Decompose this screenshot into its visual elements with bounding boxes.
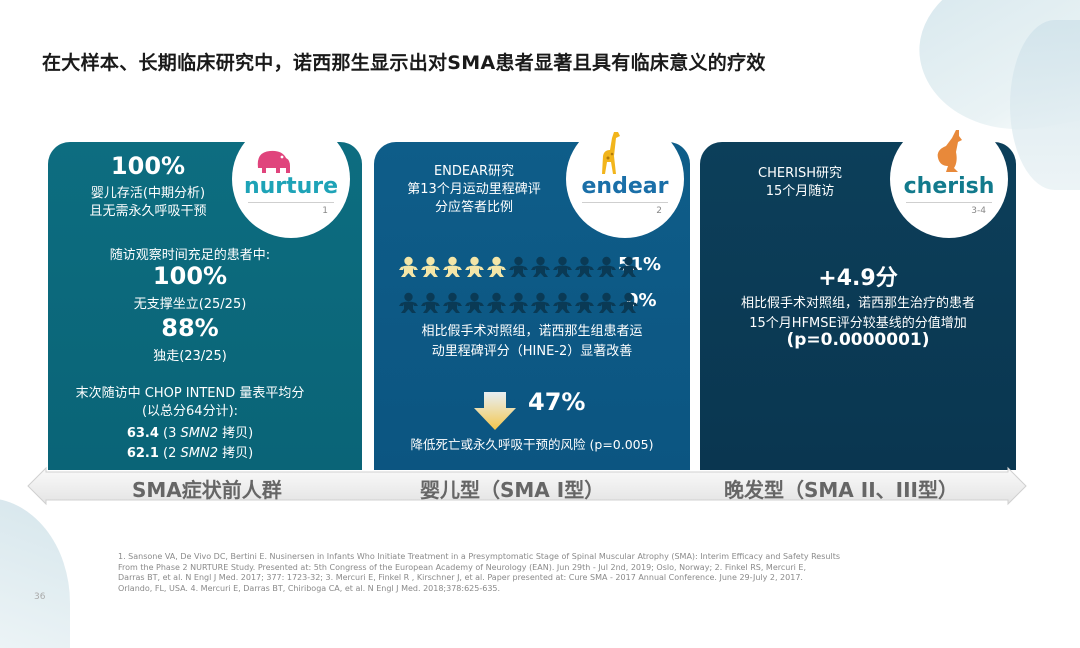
baby-icon bbox=[575, 256, 594, 277]
cherish-ref: 3-4 bbox=[971, 206, 986, 216]
baby-icon bbox=[509, 292, 528, 313]
baby-icon bbox=[399, 292, 418, 313]
walking-value: 88% bbox=[161, 314, 219, 342]
logo-underline bbox=[582, 202, 668, 203]
slide-title: 在大样本、长期临床研究中，诺西那生显示出对SMA患者显著且具有临床意义的疗效 bbox=[42, 52, 766, 74]
cherish-pvalue: (p=0.0000001) bbox=[786, 330, 930, 350]
cherish-logo-text: cherish bbox=[903, 174, 995, 199]
chop-score-3copy: 63.4 (3 SMN2 拷贝) bbox=[48, 422, 332, 441]
cherish-desc-2: 15个月HFMSE评分较基线的分值增加 bbox=[749, 316, 967, 331]
giraffe-icon bbox=[602, 132, 620, 174]
baby-icon bbox=[465, 256, 484, 277]
baby-row-sham bbox=[398, 292, 639, 314]
cherish-logo: cherish 3-4 bbox=[890, 120, 1008, 238]
baby-icon bbox=[597, 292, 616, 313]
endear-desc-1: 相比假手术对照组，诺西那生组患者运 bbox=[421, 324, 643, 339]
population-arrow bbox=[27, 466, 1027, 506]
reference-line: Darras BT, et al. N Engl J Med. 2017; 37… bbox=[118, 573, 803, 582]
baby-icon bbox=[553, 292, 572, 313]
chop-score-3copy-pre: (3 bbox=[158, 426, 181, 441]
kangaroo-icon bbox=[937, 130, 962, 172]
page-number: 36 bbox=[34, 592, 46, 602]
reference-line: 1. Sansone VA, De Vivo DC, Bertini E. Nu… bbox=[118, 552, 840, 561]
endear-ref: 2 bbox=[656, 206, 662, 216]
chop-label-2: (以总分64分计): bbox=[141, 404, 239, 419]
survival-value: 100% bbox=[110, 152, 186, 180]
chop-score-3copy-post: 拷贝) bbox=[217, 426, 254, 441]
baby-icon bbox=[487, 256, 506, 277]
chop-score-2copy-gene: SMN2 bbox=[180, 446, 218, 461]
endear-desc-2: 动里程碑评分（HINE-2）显著改善 bbox=[431, 344, 633, 359]
decor-shape-bottom-left bbox=[0, 498, 70, 648]
nurture-logo: nurture 1 bbox=[232, 120, 350, 238]
baby-row-treated bbox=[398, 256, 639, 278]
baby-icon bbox=[531, 292, 550, 313]
cherish-head-2: 15个月随访 bbox=[765, 184, 835, 199]
label-presymptomatic: SMA症状前人群 bbox=[132, 478, 282, 502]
endear-logo: endear 2 bbox=[566, 120, 684, 238]
elephant-icon bbox=[257, 150, 290, 173]
milestone-pct-sham: 0% bbox=[626, 290, 657, 311]
baby-icon bbox=[553, 256, 572, 277]
cherish-head-1: CHERISH研究 bbox=[758, 166, 842, 181]
chop-score-3copy-value: 63.4 bbox=[126, 426, 159, 441]
sitting-value: 100% bbox=[152, 262, 228, 290]
nurture-logo-text: nurture bbox=[243, 174, 339, 199]
references: 1. Sansone VA, De Vivo DC, Bertini E. Nu… bbox=[118, 552, 858, 594]
chop-score-2copy-pre: (2 bbox=[158, 446, 181, 461]
hfmse-gain-value: +4.9分 bbox=[818, 266, 898, 291]
chop-score-2copy-value: 62.1 bbox=[126, 446, 159, 461]
baby-icon bbox=[597, 256, 616, 277]
baby-icon bbox=[619, 292, 638, 313]
chop-score-2copy-post: 拷贝) bbox=[217, 446, 254, 461]
decor-shape-right bbox=[1010, 20, 1080, 190]
baby-icon bbox=[443, 292, 462, 313]
endear-logo-text: endear bbox=[581, 174, 669, 199]
logo-underline bbox=[906, 202, 992, 203]
chop-label-1: 末次随访中 CHOP INTEND 量表平均分 bbox=[75, 386, 305, 401]
sitting-label: 无支撑坐立(25/25) bbox=[133, 297, 247, 312]
baby-icon bbox=[509, 256, 528, 277]
nurture-ref: 1 bbox=[322, 206, 328, 216]
endear-head-1: ENDEAR研究 bbox=[433, 164, 515, 179]
label-infantile: 婴儿型（SMA I型） bbox=[420, 478, 605, 502]
endear-head-2: 第13个月运动里程碑评 bbox=[407, 182, 541, 197]
down-arrow-icon bbox=[474, 392, 516, 430]
reference-line: Orlando, FL, USA. 4. Mercuri E, Darras B… bbox=[118, 583, 501, 593]
baby-icon bbox=[443, 256, 462, 277]
endear-head-3: 分应答者比例 bbox=[434, 200, 513, 215]
baby-icon bbox=[487, 292, 506, 313]
survival-label-2: 且无需永久呼吸干预 bbox=[89, 204, 207, 219]
cherish-desc-1: 相比假手术对照组，诺西那生治疗的患者 bbox=[740, 296, 975, 311]
label-later-onset: 晚发型（SMA II、III型） bbox=[724, 478, 958, 502]
baby-icon bbox=[421, 292, 440, 313]
followup-intro: 随访观察时间充足的患者中: bbox=[109, 248, 271, 263]
reference-line: From the Phase 2 NURTURE Study. Presente… bbox=[118, 562, 806, 572]
baby-icon bbox=[399, 256, 418, 277]
baby-icon bbox=[531, 256, 550, 277]
logo-underline bbox=[248, 202, 334, 203]
walking-label: 独走(23/25) bbox=[153, 349, 227, 364]
risk-reduction-label: 降低死亡或永久呼吸干预的风险 (p=0.005) bbox=[410, 437, 654, 452]
chop-score-2copy: 62.1 (2 SMN2 拷贝) bbox=[48, 442, 332, 461]
risk-reduction-value: 47% bbox=[528, 388, 586, 416]
baby-icon-grid bbox=[398, 256, 639, 314]
baby-icon bbox=[465, 292, 484, 313]
baby-icon bbox=[575, 292, 594, 313]
chop-score-3copy-gene: SMN2 bbox=[180, 426, 218, 441]
baby-icon bbox=[421, 256, 440, 277]
survival-label-1: 婴儿存活(中期分析) bbox=[90, 186, 206, 201]
baby-icon bbox=[619, 256, 638, 277]
